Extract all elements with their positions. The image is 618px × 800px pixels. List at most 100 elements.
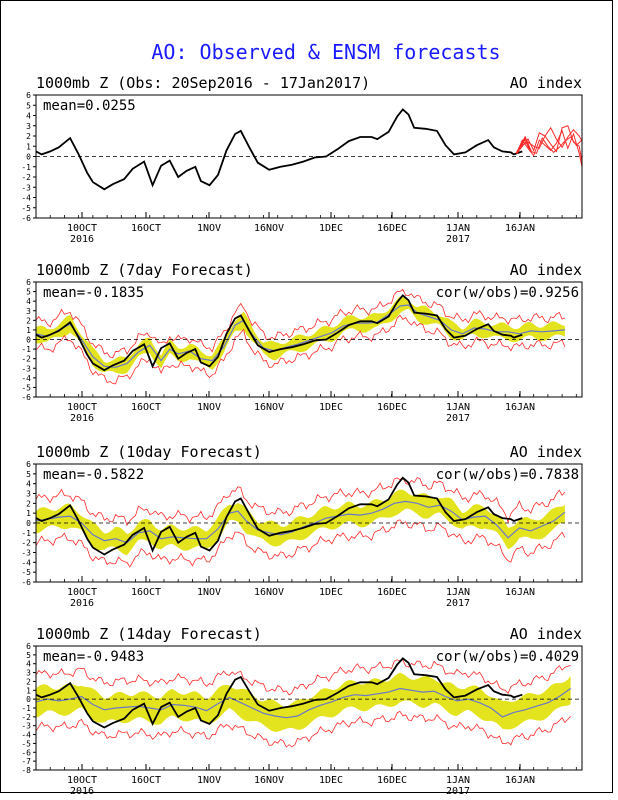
y-tick-label: -3 [21,364,31,373]
page-title: AO: Observed & ENSM forecasts [151,40,500,64]
x-tick-label: 16OCT [131,775,161,786]
y-tick-label: -6 [21,393,31,402]
panel-right-title: AO index [510,443,582,461]
y-tick-label: 2 [26,677,31,686]
y-tick-label: -4 [21,194,31,203]
mean-label: mean=-0.1835 [43,285,144,301]
y-tick-label: 6 [26,278,31,287]
y-tick-label: -1 [21,345,31,354]
mean-label: mean=0.0255 [43,98,136,114]
y-tick-label: 4 [26,660,31,669]
correlation-label: cor(w/obs)=0.9256 [436,285,579,301]
x-tick-label: 16JAN [505,775,535,786]
chart-panel-1: 1000mb Z (Obs: 20Sep2016 - 17Jan2017) AO … [21,74,583,245]
x-tick-label: 1JAN [446,402,470,413]
x-tick-label: 1NOV [197,587,221,598]
y-tick-label: -2 [21,355,31,364]
y-tick-label: -3 [21,183,31,192]
x-tick-label: 16JAN [505,587,535,598]
y-tick-label: -4 [21,731,31,740]
y-tick-label: -5 [21,739,31,748]
y-tick-label: -1 [21,704,31,713]
y-tick-label: -6 [21,578,31,587]
x-tick-label: 10OCT [67,775,97,786]
panel-right-title: AO index [510,625,582,643]
panel-right-title: AO index [510,261,582,279]
spread-band [36,672,571,732]
y-tick-label: -2 [21,713,31,722]
chart-panels: 1000mb Z (Obs: 20Sep2016 - 17Jan2017) AO … [21,74,583,797]
x-tick-label: 16DEC [377,402,407,413]
y-tick-label: 0 [26,695,31,704]
y-tick-label: 3 [26,122,31,131]
x-tick-label: 1NOV [197,775,221,786]
x-tick-label: 16NOV [254,587,284,598]
y-tick-label: -5 [21,383,31,392]
y-tick-label: 5 [26,470,31,479]
y-tick-label: 5 [26,101,31,110]
y-tick-label: 6 [26,91,31,100]
y-tick-label: 6 [26,642,31,651]
observed-line [35,108,523,191]
y-tick-label: 1 [26,686,31,695]
x-tick-label: 1DEC [319,587,343,598]
y-tick-label: -1 [21,529,31,538]
x-tick-label: 1NOV [197,402,221,413]
x-tick-label: 1JAN [446,775,470,786]
ensemble-max-line [35,476,566,527]
x-tick-label: 16OCT [131,402,161,413]
panel-title: 1000mb Z (10day Forecast) [36,443,262,461]
ensemble-min-line [35,314,566,385]
observed-line [35,657,523,729]
y-tick-label: 2 [26,499,31,508]
y-tick-label: -4 [21,558,31,567]
x-tick-label: 1DEC [319,775,343,786]
ensemble-mean-line [35,304,565,368]
ensemble-min-line [35,710,571,748]
x-tick-year: 2017 [446,234,470,245]
x-tick-year: 2016 [70,598,94,609]
y-tick-label: 3 [26,307,31,316]
ensemble-near-term-line [515,135,532,154]
observed-line [35,476,523,556]
chart-panel-3: 1000mb Z (10day Forecast) AO index -6-5-4 -… [21,443,583,609]
panel-title: 1000mb Z (14day Forecast) [36,625,262,643]
y-tick-label: -5 [21,568,31,577]
x-tick-label: 10OCT [67,223,97,234]
x-tick-label: 16OCT [131,223,161,234]
y-tick-label: 4 [26,112,31,121]
y-tick-label: 2 [26,316,31,325]
ensemble-max-line [35,288,566,359]
x-tick-label: 16JAN [505,402,535,413]
y-tick-label: -2 [21,173,31,182]
y-tick-label: -1 [21,163,31,172]
x-tick-label: 16DEC [377,775,407,786]
mean-label: mean=-0.5822 [43,467,144,483]
spread-band [36,296,565,374]
chart-panel-2: 1000mb Z (7day Forecast) AO index -6-5-4-3… [21,261,583,424]
y-tick-label: 5 [26,651,31,660]
y-tick-label: 4 [26,480,31,489]
y-tick-label: 4 [26,297,31,306]
y-tick-label: -3 [21,722,31,731]
x-tick-label: 16NOV [254,223,284,234]
y-tick-label: 0 [26,153,31,162]
panel-right-title: AO index [510,74,582,92]
y-tick-label: -5 [21,204,31,213]
x-tick-label: 16NOV [254,775,284,786]
x-tick-label: 1JAN [446,223,470,234]
x-tick-year: 2017 [446,598,470,609]
ensemble-max-line [35,659,571,696]
x-tick-year: 2016 [70,234,94,245]
x-tick-label: 10OCT [67,402,97,413]
ensemble-mean-line [35,687,571,719]
y-tick-label: 1 [26,509,31,518]
x-tick-label: 1DEC [319,223,343,234]
panel-title: 1000mb Z (Obs: 20Sep2016 - 17Jan2017) [36,74,370,92]
y-tick-label: 6 [26,460,31,469]
x-tick-label: 16OCT [131,587,161,598]
ensemble-member-line [516,129,583,167]
y-tick-label: 3 [26,669,31,678]
